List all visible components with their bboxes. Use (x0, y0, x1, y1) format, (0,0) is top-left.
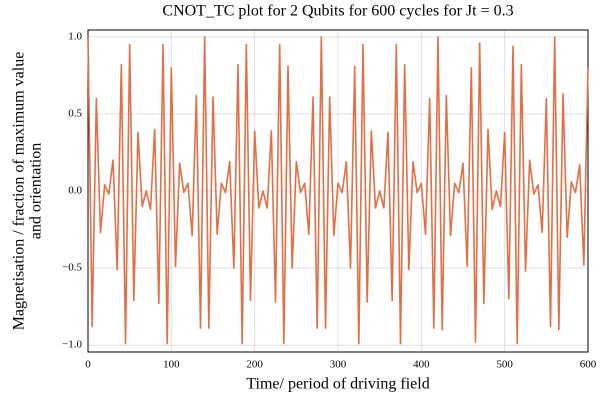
y-tick-label: 1.0 (68, 30, 82, 42)
y-axis-label: Magnetisation / fraction of maximum valu… (11, 52, 45, 331)
x-tick-label: 100 (163, 359, 180, 371)
y-tick-label: −1.0 (62, 339, 82, 351)
x-tick-label: 600 (580, 359, 597, 371)
x-tick-label: 200 (246, 359, 263, 371)
y-axis-label-line: and orientation (28, 143, 45, 239)
x-axis-label: Time/ period of driving field (246, 376, 429, 393)
y-axis-label-line: Magnetisation / fraction of maximum valu… (11, 52, 28, 331)
x-tick-label: 300 (330, 359, 347, 371)
data-line (87, 36, 589, 345)
y-tick-label: 0.5 (68, 107, 82, 119)
y-tick-label: 0.0 (68, 185, 82, 197)
y-tick-label: −0.5 (62, 262, 82, 274)
chart-title: CNOT_TC plot for 2 Qubits for 600 cycles… (162, 3, 513, 20)
x-tick-label: 400 (413, 359, 430, 371)
x-tick-label: 0 (85, 359, 91, 371)
x-tick-label: 500 (496, 359, 513, 371)
plot-frame (87, 29, 589, 353)
